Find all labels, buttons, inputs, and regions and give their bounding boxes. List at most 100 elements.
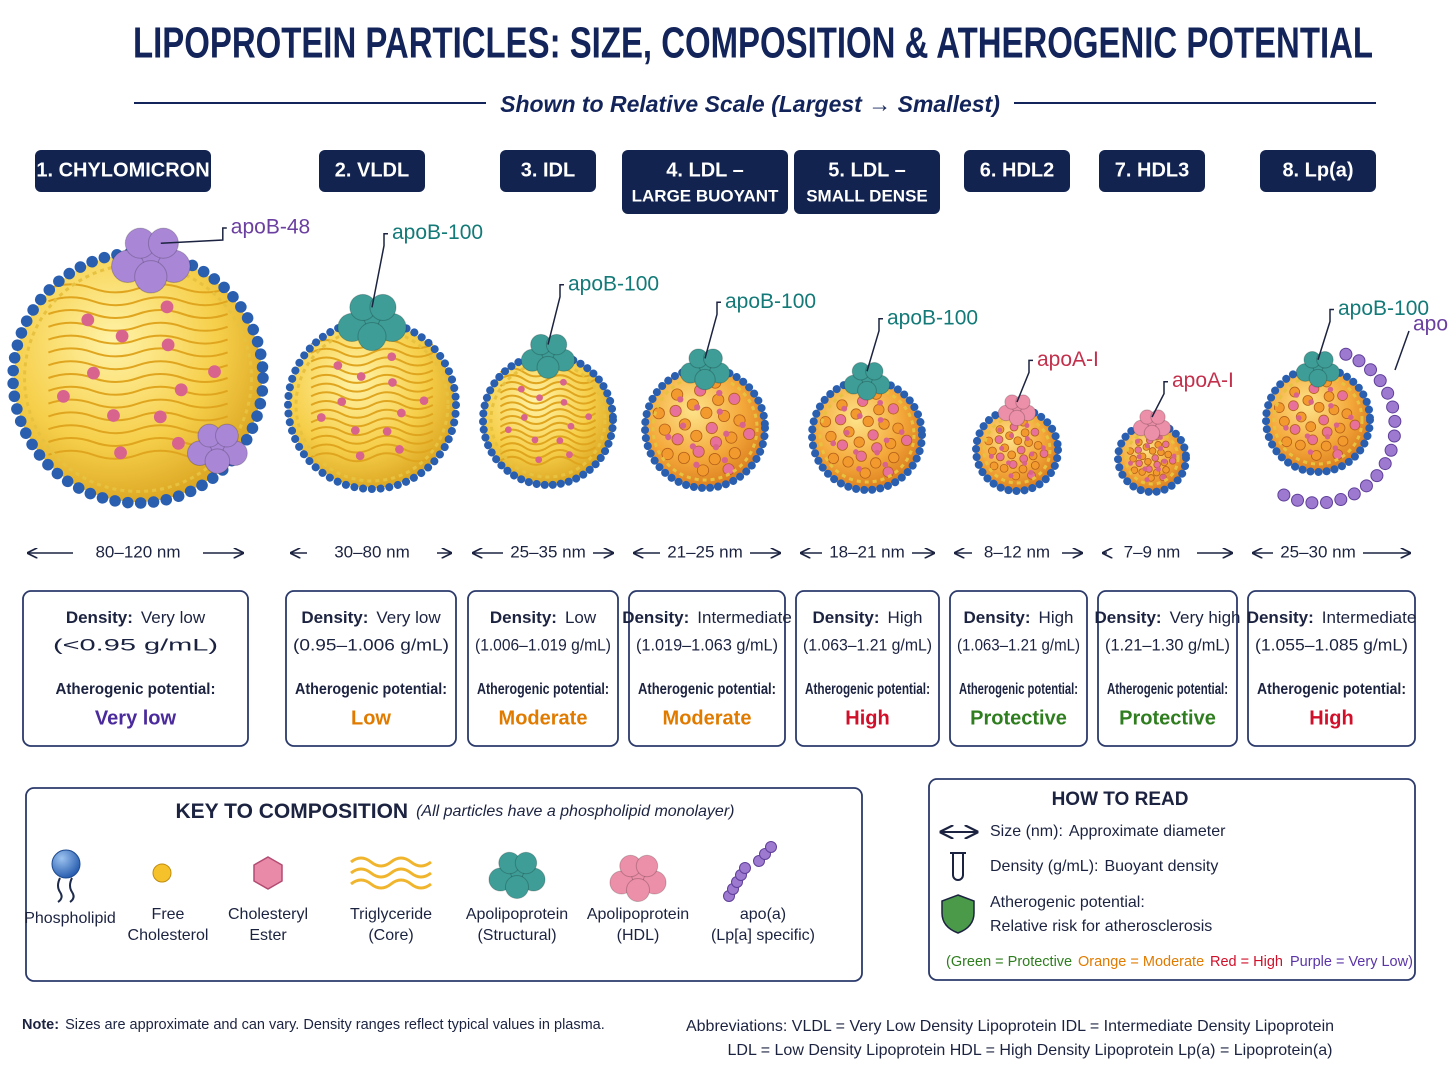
note-text: Sizes are approximate and can vary. Dens… <box>65 1017 605 1033</box>
key-label: Apolipoprotein <box>466 906 568 923</box>
core-molecule <box>1135 459 1143 468</box>
phospholipid-ring-inner <box>294 327 450 483</box>
phospholipid-ring-inner <box>489 361 607 479</box>
cholesteryl-ester <box>1144 443 1150 449</box>
how-term: Size (nm): <box>990 823 1063 840</box>
leader-line <box>160 227 227 244</box>
cholesteryl-ester <box>161 338 175 352</box>
size-label: 25–30 nm <box>1280 542 1356 561</box>
cholesteryl-ester <box>739 421 746 429</box>
note: Note: Sizes are approximate and can vary.… <box>22 1017 605 1033</box>
apolipoprotein-lobe <box>204 448 231 475</box>
cholesteryl-ester <box>350 426 360 435</box>
core-molecule <box>658 423 671 436</box>
particle <box>641 348 769 492</box>
density-label: Density: <box>490 608 557 627</box>
leader-line <box>1016 359 1033 403</box>
cholesteryl-ester <box>1024 436 1030 442</box>
density-range: (1.006–1.019 g/mL) <box>475 635 611 654</box>
triglyceride-strand <box>310 373 434 384</box>
icon-apolipoprotein-hdl-lobe <box>635 854 659 878</box>
particle-badge <box>319 150 425 192</box>
title: LIPOPROTEIN PARTICLES: SIZE, COMPOSITION… <box>133 19 1373 68</box>
triglyceride-strand <box>499 408 597 419</box>
cholesteryl-ester <box>1332 445 1339 451</box>
key-title: KEY TO COMPOSITION <box>176 800 409 823</box>
core-molecule <box>1033 441 1043 450</box>
apolipoprotein <box>843 362 891 401</box>
apolipoprotein-lobe <box>694 368 716 391</box>
key-label: apo(a) <box>740 906 786 923</box>
apolipoprotein <box>186 423 248 475</box>
leader-line <box>1151 380 1168 418</box>
core-molecule <box>1281 436 1293 448</box>
cholesteryl-ester <box>172 436 185 450</box>
how-box <box>928 778 1416 981</box>
core-molecule <box>1030 461 1040 470</box>
key-label: Cholesteryl <box>228 906 308 923</box>
core-molecule <box>1337 435 1349 447</box>
density-label: Density: <box>1247 608 1314 627</box>
particle-name: 3. IDL <box>521 159 575 181</box>
density-range: (1.055–1.085 g/mL) <box>1255 635 1408 654</box>
core-molecule <box>1323 391 1335 402</box>
apolipoprotein-lobe <box>865 362 884 381</box>
particle-name: 2. VLDL <box>335 159 409 181</box>
core-molecule <box>827 452 840 464</box>
info-box <box>949 590 1088 747</box>
cholesteryl-ester <box>1009 433 1015 439</box>
core-molecule <box>1305 421 1317 433</box>
core-molecule <box>661 447 674 461</box>
core-molecule <box>671 433 684 446</box>
cholesteryl-ester <box>174 383 188 397</box>
icon-tails <box>57 877 75 903</box>
cholesteryl-ester <box>1028 469 1034 475</box>
core-molecule <box>995 452 1005 462</box>
icon-shield <box>941 894 975 934</box>
core-molecule <box>696 464 710 477</box>
cholesteryl-ester <box>1029 451 1035 457</box>
cholesteryl-ester <box>1328 403 1334 409</box>
particle-name: SMALL DENSE <box>806 186 928 205</box>
particle-name: 1. CHYLOMICRON <box>36 159 209 181</box>
triglyceride-strand <box>48 411 228 422</box>
info-box <box>628 590 786 747</box>
cholesteryl-ester <box>1134 438 1140 444</box>
info-box <box>22 590 249 747</box>
cholesteryl-ester <box>333 361 343 370</box>
core-molecule <box>1144 458 1152 466</box>
icon-apo-a-bead <box>765 841 777 853</box>
triglyceride-strand <box>48 309 228 319</box>
how-item: Density (g/mL): Buoyant density <box>990 858 1218 875</box>
triglyceride-strand <box>48 424 228 435</box>
apo-a-bead <box>1347 487 1361 501</box>
core-molecule <box>1018 464 1028 474</box>
apo-a-bead <box>1384 443 1398 457</box>
core-molecule <box>1030 427 1040 437</box>
core-molecule <box>1318 414 1330 426</box>
risk-label: Atherogenic potential: <box>638 681 776 698</box>
cholesteryl-ester <box>567 422 575 430</box>
density-range: (1.019–1.063 g/mL) <box>636 635 778 654</box>
density-value: Very low <box>141 608 206 627</box>
particle-name: 8. Lp(a) <box>1282 159 1353 181</box>
cholesteryl-ester <box>81 313 95 327</box>
core-molecule <box>1148 447 1157 455</box>
triglyceride-strand <box>499 374 597 385</box>
info-box <box>467 590 619 747</box>
key-label: (Lp[a] specific) <box>711 927 815 944</box>
apo-a-bead <box>1387 429 1401 443</box>
core-molecule <box>708 453 721 466</box>
triglyceride-strand <box>499 435 597 446</box>
cholesteryl-ester <box>856 413 863 419</box>
particle-badge <box>1099 150 1205 192</box>
icon-triglyceride <box>350 856 432 868</box>
key-label: Triglyceride <box>350 906 432 923</box>
apolipoprotein-lobe <box>545 333 568 356</box>
core-molecule <box>888 451 900 464</box>
cholesteryl-ester <box>1006 460 1012 466</box>
apo-label: apoB-100 <box>568 272 659 295</box>
cholesteryl-ester <box>153 410 167 424</box>
triglyceride-strand <box>499 387 597 398</box>
core-molecule <box>1013 436 1023 446</box>
